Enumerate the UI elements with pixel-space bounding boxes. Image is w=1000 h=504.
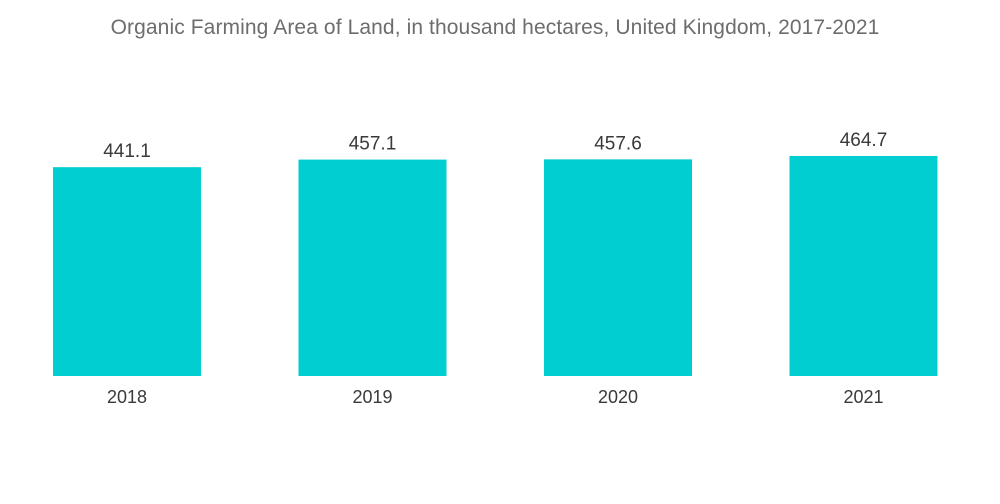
chart-title: Organic Farming Area of Land, in thousan… xyxy=(110,16,880,39)
data-label-2021: 464.7 xyxy=(840,130,888,151)
x-tick-2018: 2018 xyxy=(107,387,147,407)
x-tick-2021: 2021 xyxy=(843,387,883,407)
data-labels-layer: 441.1 457.1 457.6 464.7 xyxy=(103,130,887,162)
data-label-2020: 457.6 xyxy=(594,133,642,154)
x-tick-labels-layer: 2018 2019 2020 2021 xyxy=(107,387,884,407)
bar-2021 xyxy=(789,156,938,376)
bar-2018 xyxy=(53,167,201,376)
data-label-2018: 441.1 xyxy=(103,141,151,162)
bars-layer xyxy=(53,156,938,376)
data-label-2019: 457.1 xyxy=(349,134,397,155)
bar-2019 xyxy=(298,159,447,376)
x-tick-2020: 2020 xyxy=(598,387,638,407)
x-tick-2019: 2019 xyxy=(352,387,392,407)
bar-2020 xyxy=(544,159,692,376)
